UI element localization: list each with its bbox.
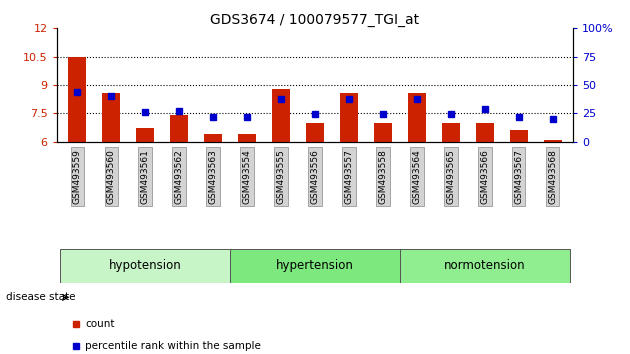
Bar (169, 115, 188, 142)
Bar (374, 123, 392, 142)
Text: hypertension: hypertension (276, 259, 354, 273)
Text: disease state: disease state (6, 292, 76, 302)
Bar (238, 134, 256, 142)
Bar (135, 129, 154, 142)
Bar (230, 249, 400, 283)
Bar (101, 92, 120, 142)
Bar (68, 57, 86, 142)
Bar (340, 92, 358, 142)
Bar (544, 140, 562, 142)
Bar (400, 249, 570, 283)
Bar (272, 89, 290, 142)
Text: percentile rank within the sample: percentile rank within the sample (85, 341, 261, 350)
Text: normotension: normotension (444, 259, 526, 273)
Title: GDS3674 / 100079577_TGI_at: GDS3674 / 100079577_TGI_at (210, 13, 420, 27)
Bar (408, 92, 427, 142)
Bar (442, 123, 461, 142)
Bar (60, 249, 230, 283)
Bar (476, 123, 495, 142)
Bar (203, 134, 222, 142)
Text: hypotension: hypotension (109, 259, 181, 273)
Bar (510, 130, 529, 142)
Bar (306, 123, 324, 142)
Text: count: count (85, 319, 115, 329)
